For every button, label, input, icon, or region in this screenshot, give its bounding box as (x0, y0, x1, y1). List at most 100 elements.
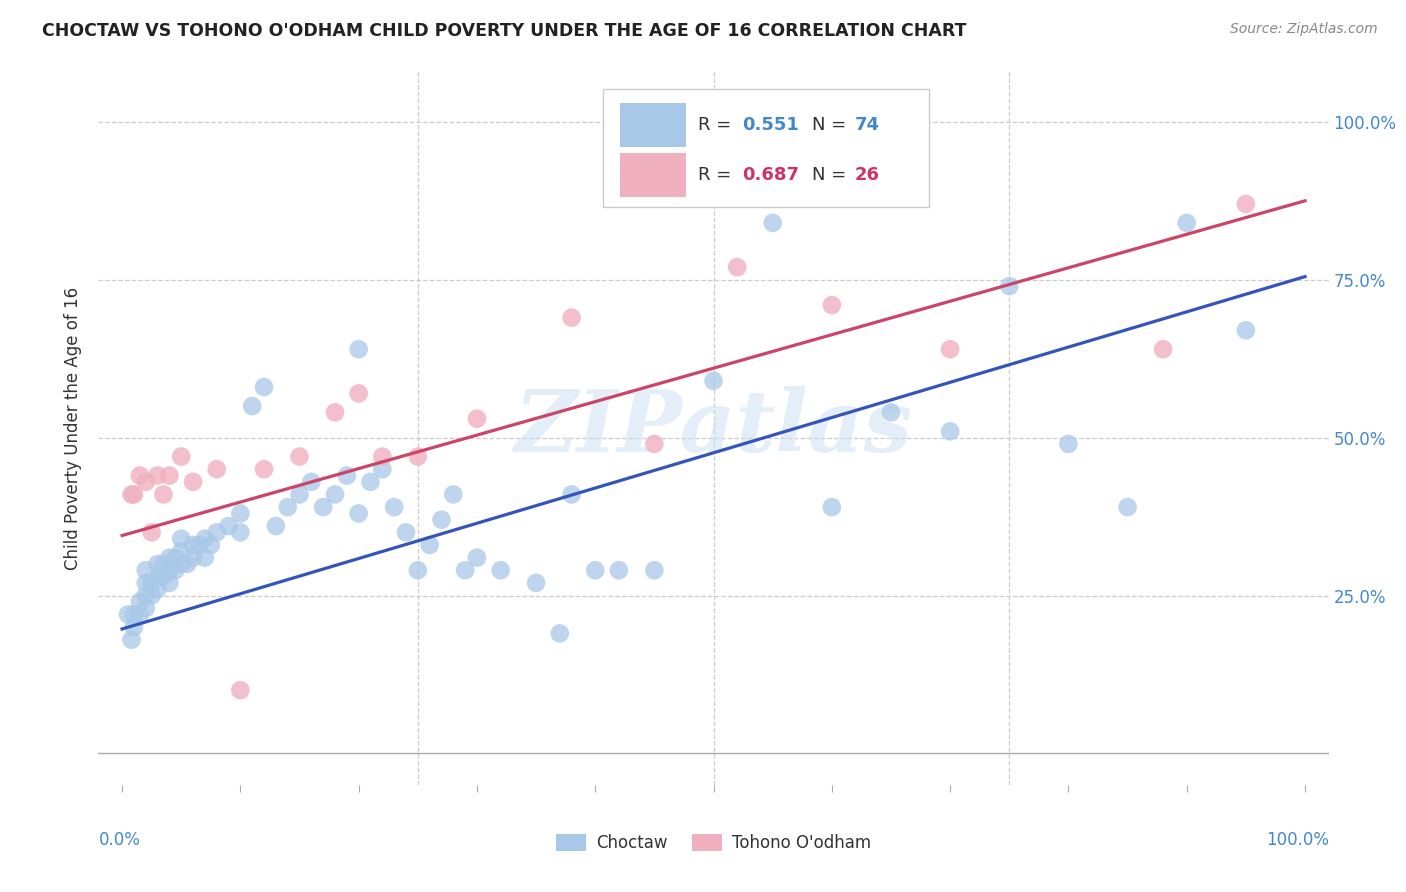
Point (939, 425, 962, 439)
Point (141, 525, 163, 540)
Text: Source: ZipAtlas.com: Source: ZipAtlas.com (1230, 22, 1378, 37)
Point (152, 569, 174, 583)
Point (229, 683, 252, 698)
Point (264, 519, 287, 533)
Point (371, 462, 394, 476)
Point (643, 437, 665, 451)
Point (218, 519, 240, 533)
Point (135, 601, 157, 615)
Point (1116, 500, 1139, 514)
Text: 0.687: 0.687 (742, 166, 799, 184)
Point (121, 487, 143, 501)
Point (146, 468, 169, 483)
Text: N =: N = (813, 166, 852, 184)
Point (170, 450, 193, 464)
Text: 26: 26 (855, 166, 880, 184)
Text: N =: N = (813, 116, 852, 134)
Point (122, 620, 145, 634)
Point (430, 513, 453, 527)
Text: ZIPatlas: ZIPatlas (515, 386, 912, 470)
Point (122, 607, 145, 622)
Point (181, 550, 204, 565)
Point (288, 487, 311, 501)
Point (194, 532, 217, 546)
Point (1234, 323, 1257, 337)
Point (146, 557, 169, 571)
Point (347, 507, 370, 521)
Point (454, 563, 477, 577)
Point (128, 468, 150, 483)
Point (146, 569, 169, 583)
Point (135, 563, 157, 577)
Point (395, 525, 418, 540)
Point (312, 500, 335, 514)
Point (561, 487, 583, 501)
Point (122, 487, 145, 501)
Point (1175, 216, 1198, 230)
Y-axis label: Child Poverty Under the Age of 16: Child Poverty Under the Age of 16 (65, 286, 83, 570)
Point (170, 544, 193, 558)
FancyBboxPatch shape (620, 153, 686, 197)
Point (229, 507, 252, 521)
Point (117, 607, 139, 622)
Point (152, 487, 174, 501)
Point (643, 563, 665, 577)
Point (253, 462, 276, 476)
Point (347, 343, 370, 357)
Point (121, 632, 143, 647)
Point (181, 475, 204, 489)
Point (205, 525, 228, 540)
Point (419, 538, 441, 552)
Point (880, 405, 903, 419)
Point (607, 563, 630, 577)
Point (157, 550, 180, 565)
Point (176, 557, 198, 571)
Point (205, 462, 228, 476)
Text: 74: 74 (855, 116, 880, 134)
Point (128, 595, 150, 609)
Point (821, 500, 844, 514)
Point (939, 343, 962, 357)
Point (277, 500, 299, 514)
Point (323, 487, 346, 501)
Point (135, 475, 157, 489)
Point (157, 468, 180, 483)
Point (998, 279, 1021, 293)
Point (170, 532, 193, 546)
Point (141, 589, 163, 603)
FancyBboxPatch shape (603, 89, 929, 207)
Text: 0.551: 0.551 (742, 116, 799, 134)
Text: CHOCTAW VS TOHONO O'ODHAM CHILD POVERTY UNDER THE AGE OF 16 CORRELATION CHART: CHOCTAW VS TOHONO O'ODHAM CHILD POVERTY … (42, 22, 967, 40)
Point (165, 550, 187, 565)
Point (465, 411, 488, 425)
Legend: Choctaw, Tohono O'odham: Choctaw, Tohono O'odham (550, 827, 877, 859)
Point (382, 500, 405, 514)
Point (299, 475, 322, 489)
Point (371, 450, 394, 464)
Text: R =: R = (697, 116, 737, 134)
Point (135, 589, 157, 603)
Point (229, 525, 252, 540)
Point (524, 575, 547, 590)
Point (323, 405, 346, 419)
Point (1152, 343, 1174, 357)
Point (583, 563, 606, 577)
Point (170, 557, 193, 571)
Point (1234, 197, 1257, 211)
Point (441, 487, 464, 501)
Point (702, 374, 725, 388)
Point (240, 399, 263, 413)
Point (1057, 437, 1080, 451)
Point (135, 575, 157, 590)
Point (188, 538, 211, 552)
Point (152, 557, 174, 571)
Point (762, 216, 785, 230)
Point (347, 386, 370, 401)
Point (336, 468, 359, 483)
Point (406, 450, 429, 464)
Point (146, 582, 169, 597)
Point (141, 575, 163, 590)
Point (181, 538, 204, 552)
Point (200, 538, 222, 552)
Point (194, 550, 217, 565)
